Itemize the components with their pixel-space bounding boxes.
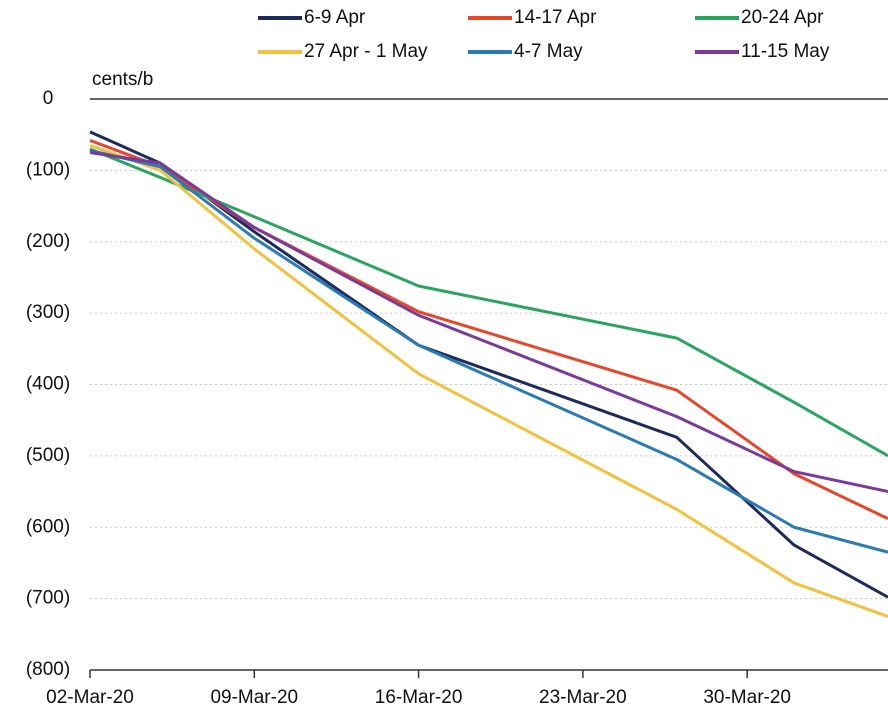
y-tick-label: (400) [26, 374, 70, 395]
series-line [89, 130, 888, 599]
legend-label: 20-24 Apr [741, 7, 824, 28]
y-tick-label: (500) [26, 445, 70, 466]
series-line [89, 143, 888, 618]
legend-label: 14-17 Apr [514, 7, 597, 28]
x-tick-label: 09-Mar-20 [210, 687, 298, 708]
x-tick-label: 30-Mar-20 [703, 687, 791, 708]
y-tick-label: 0 [43, 88, 54, 109]
series-line [89, 148, 888, 554]
legend-label: 4-7 May [514, 41, 583, 62]
y-axis-label: cents/b [92, 69, 153, 90]
x-tick-label: 02-Mar-20 [46, 687, 134, 708]
series-line [89, 147, 888, 458]
legend-label: 11-15 May [741, 41, 830, 62]
y-tick-label: (700) [26, 588, 70, 609]
series-line [89, 151, 888, 494]
x-tick-label: 23-Mar-20 [539, 687, 627, 708]
x-tick-label: 16-Mar-20 [375, 687, 463, 708]
legend-label: 6-9 Apr [304, 7, 366, 28]
legend-label: 27 Apr - 1 May [304, 41, 428, 62]
y-tick-label: (200) [26, 231, 70, 252]
y-tick-label: (300) [26, 302, 70, 323]
y-tick-label: (100) [26, 159, 70, 180]
y-tick-label: (800) [26, 659, 70, 680]
y-tick-label: (600) [26, 516, 70, 537]
